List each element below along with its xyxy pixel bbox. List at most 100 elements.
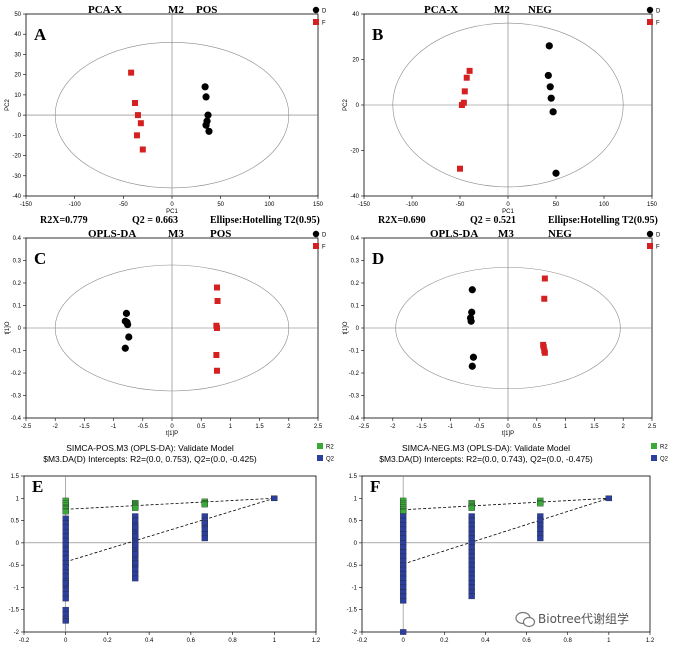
x-tick-label: -150 xyxy=(358,202,371,208)
y-tick-label: -0.2 xyxy=(11,371,22,377)
model-stat: R2X=0.779 xyxy=(40,215,88,226)
y-tick-label: -1.5 xyxy=(9,608,20,614)
y-tick-label: 0.5 xyxy=(11,519,20,525)
data-point-d xyxy=(546,83,554,91)
legend-marker-q2 xyxy=(651,455,657,461)
data-point-q2 xyxy=(132,542,139,548)
x-tick-label: 0 xyxy=(170,424,174,430)
model-stat: Ellipse:Hotelling T2(0.95) xyxy=(210,215,320,226)
x-tick-label: 2.5 xyxy=(648,424,657,430)
panel-title-part: OPLS-DA xyxy=(88,228,136,240)
x-axis-label: t[1]P xyxy=(502,431,514,437)
model-stat: Q2 = 0.663 xyxy=(132,215,178,226)
series-d xyxy=(544,42,560,177)
x-tick-label: 1.2 xyxy=(646,638,655,644)
legend-marker-d xyxy=(646,6,654,14)
y-tick-label: 0 xyxy=(354,541,358,547)
data-point-d xyxy=(124,321,132,329)
plot-frame xyxy=(23,475,317,633)
data-point-f xyxy=(213,367,220,374)
y-tick-label: 40 xyxy=(352,12,359,18)
y-tick-label: -0.2 xyxy=(349,371,360,377)
series-f xyxy=(128,69,146,153)
data-point-d xyxy=(544,71,552,80)
y-tick-label: 1 xyxy=(354,496,358,502)
plot-frame xyxy=(361,475,651,633)
y-tick-label: 0.3 xyxy=(13,259,22,265)
y-tick-label: 0.1 xyxy=(13,304,22,310)
y-tick-label: 30 xyxy=(14,52,21,58)
wechat-icon xyxy=(515,611,536,628)
data-point-q2 xyxy=(271,495,278,502)
x-tick-label: 1.5 xyxy=(590,424,599,430)
panel-title-part: OPLS-DA xyxy=(430,228,478,240)
panel-letter: F xyxy=(370,477,380,496)
data-point-f xyxy=(139,146,146,153)
y-tick-label: 1.5 xyxy=(11,474,20,480)
data-point-q2 xyxy=(132,524,139,531)
y-tick-label: 40 xyxy=(14,32,21,38)
y-tick-label: 10 xyxy=(14,93,21,99)
x-tick-label: -150 xyxy=(20,202,33,208)
y-tick-label: 0.3 xyxy=(351,259,360,265)
data-point-f xyxy=(213,352,220,358)
data-point-f xyxy=(132,99,139,106)
x-tick-label: 0 xyxy=(64,638,68,644)
x-tick-label: 0.2 xyxy=(103,638,112,644)
data-point-d xyxy=(122,309,131,317)
x-tick-label: 1.2 xyxy=(312,638,321,644)
panel-title-part: M3 xyxy=(168,228,184,240)
x-tick-label: -1.5 xyxy=(416,424,427,430)
panel-c: -2.5 -2 -1.5 -1 -0.5 0 0.5 1 1.5 2 2.5 -0.4 -0.3 -0.2… xyxy=(5,228,327,437)
r2-regression-line xyxy=(403,497,609,511)
y-axis-label: PC2 xyxy=(5,99,11,111)
y-tick-label: 0.4 xyxy=(13,236,22,242)
legend-label: F xyxy=(656,21,660,27)
legend-marker-r2 xyxy=(651,443,657,449)
panel-title-line: SIMCA-POS.M3 (OPLS-DA): Validate Model xyxy=(66,443,234,453)
x-tick-label: 0.8 xyxy=(228,638,237,644)
panel-title-part: POS xyxy=(210,228,231,240)
x-tick-label: 0.5 xyxy=(197,424,206,430)
data-point-d xyxy=(545,42,553,50)
data-point-d xyxy=(201,83,209,91)
data-point-f xyxy=(541,275,548,282)
series-q2 xyxy=(399,495,613,635)
series-d xyxy=(121,309,133,352)
legend-label: F xyxy=(322,245,326,251)
y-tick-label: -2 xyxy=(352,630,358,636)
y-tick-label: 0.1 xyxy=(351,304,360,310)
model-stat: Ellipse:Hotelling T2(0.95) xyxy=(548,215,658,226)
legend-marker-f xyxy=(647,243,653,249)
data-point-d xyxy=(547,94,555,102)
y-tick-label: -0.1 xyxy=(349,349,360,355)
legend-marker-d xyxy=(312,230,320,238)
legend-marker-d xyxy=(646,230,654,238)
legend-marker-r2 xyxy=(317,443,323,449)
legend-label: D xyxy=(656,9,661,15)
y-tick-label: -0.5 xyxy=(347,563,358,569)
data-point-r2 xyxy=(201,501,208,508)
x-axis-label: PC1 xyxy=(502,209,514,215)
y-tick-label: -10 xyxy=(12,133,21,139)
x-tick-label: -0.5 xyxy=(474,424,485,430)
data-point-q2 xyxy=(605,495,613,502)
data-point-q2 xyxy=(201,535,208,542)
legend-marker-d xyxy=(312,6,320,14)
y-tick-label: 0.2 xyxy=(351,281,360,287)
panel-letter: B xyxy=(372,25,383,44)
model-stat: R2X=0.690 xyxy=(378,215,426,226)
data-point-q2 xyxy=(132,533,139,539)
x-tick-label: 100 xyxy=(599,202,610,208)
x-tick-label: 0.6 xyxy=(522,638,531,644)
data-point-f xyxy=(540,344,547,351)
panel-title-part: POS xyxy=(196,4,217,16)
model-stat: Q2 = 0.521 xyxy=(470,215,516,226)
panel-letter: E xyxy=(32,477,43,496)
y-tick-label: -0.3 xyxy=(11,394,22,400)
x-tick-label: -100 xyxy=(406,202,419,208)
data-point-q2 xyxy=(132,551,139,557)
y-tick-label: -0.1 xyxy=(11,349,22,355)
data-point-r2 xyxy=(537,500,544,507)
data-point-q2 xyxy=(62,595,69,602)
